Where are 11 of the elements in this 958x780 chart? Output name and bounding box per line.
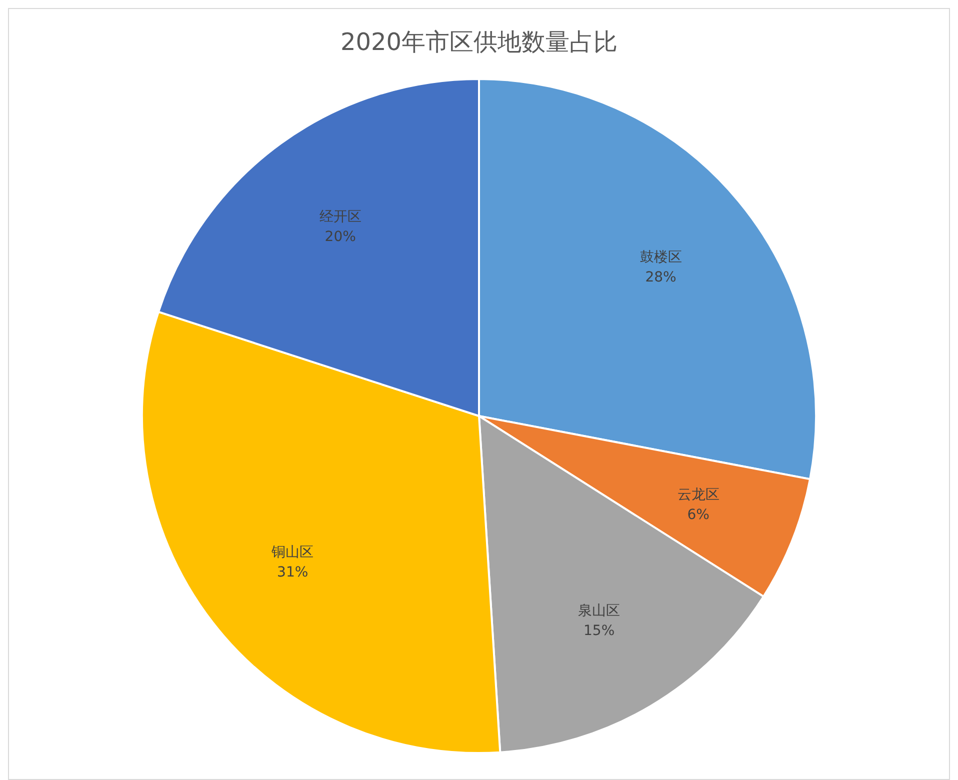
data-label: 31% — [277, 564, 308, 581]
slice-label: 鼓楼区 — [640, 250, 682, 266]
data-label: 20% — [324, 229, 356, 246]
slice-label: 泉山区 — [578, 603, 620, 620]
data-label: 15% — [584, 623, 615, 640]
data-label: 28% — [645, 270, 676, 286]
chart-title: 2020年市区供地数量占比 — [340, 28, 618, 56]
slice-label: 铜山区 — [270, 544, 314, 561]
data-label: 6% — [687, 506, 710, 523]
slice-label: 云龙区 — [677, 486, 720, 503]
slice-label: 经开区 — [319, 209, 362, 226]
